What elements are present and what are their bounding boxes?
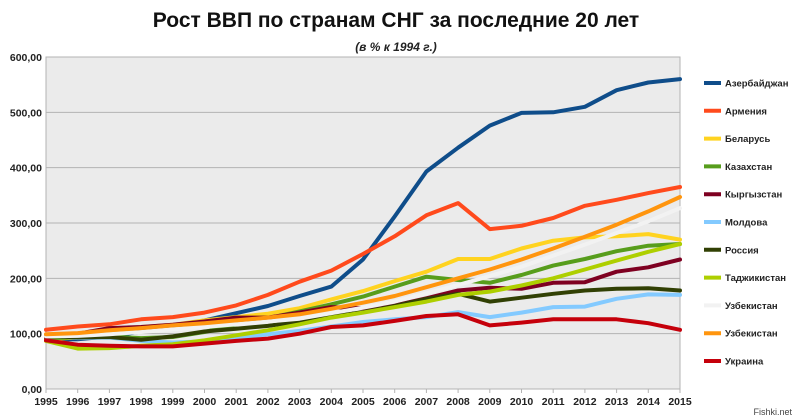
x-tick-label: 1997 [98,396,122,408]
x-tick-label: 2004 [320,396,344,408]
x-tick-label: 1995 [34,396,58,408]
legend-label: Украина [725,357,764,368]
x-tick-label: 2008 [446,396,470,408]
x-tick-label: 2013 [605,396,629,408]
x-tick-label: 2006 [383,396,407,408]
y-tick-label: 500,00 [10,107,42,119]
legend: Азербайджан Армения Беларусь Казахстан Кыргы… [704,79,789,368]
y-tick-label: 400,00 [10,163,42,175]
legend-label: Кыргызстан [725,190,782,201]
x-tick-label: 2014 [637,396,661,408]
x-tick-label: 2001 [225,396,249,408]
chart-title: Рост ВВП по странам СНГ за последние 20 … [153,9,639,32]
x-tick-label: 1999 [161,396,185,408]
y-tick-label: 300,00 [10,218,42,230]
legend-label: Россия [725,245,759,256]
series-line-11 [44,312,682,349]
y-tick-label: 600,00 [10,52,42,64]
x-tick-label: 2012 [573,396,597,408]
legend-label: Молдова [725,218,768,229]
x-tick-label: 2015 [668,396,692,408]
legend-label: Узбекистан [725,329,778,340]
x-tick-label: 2003 [288,396,312,408]
x-tick-label: 2011 [542,396,565,408]
legend-label: Узбекистан [725,301,778,312]
watermark: Fishki.net [753,407,792,417]
y-tick-label: 0,00 [22,384,43,396]
x-tick-label: 2007 [415,396,439,408]
series-line-6 [44,292,682,345]
series-line-9 [44,206,682,339]
chart-subtitle: (в % к 1994 г.) [355,40,437,54]
series-line-10 [44,195,682,337]
x-tick-label: 1996 [66,396,90,408]
x-tick-label: 1998 [129,396,153,408]
legend-label: Таджикистан [725,273,786,284]
x-tick-label: 2000 [193,396,217,408]
y-tick-label: 100,00 [10,329,42,341]
legend-label: Азербайджан [725,79,789,90]
x-tick-label: 2005 [351,396,375,408]
x-tick-label: 2010 [510,396,534,408]
x-tick-label: 2009 [478,396,502,408]
series-line-2 [44,185,682,332]
legend-label: Беларусь [725,134,770,145]
x-tick-label: 2002 [256,396,280,408]
plot-area: 0,00 100,00 200,00 300,00 400,00 500,00 600,00… [10,52,692,408]
y-tick-label: 200,00 [10,273,42,285]
legend-label: Армения [725,106,767,117]
legend-label: Казахстан [725,162,772,173]
